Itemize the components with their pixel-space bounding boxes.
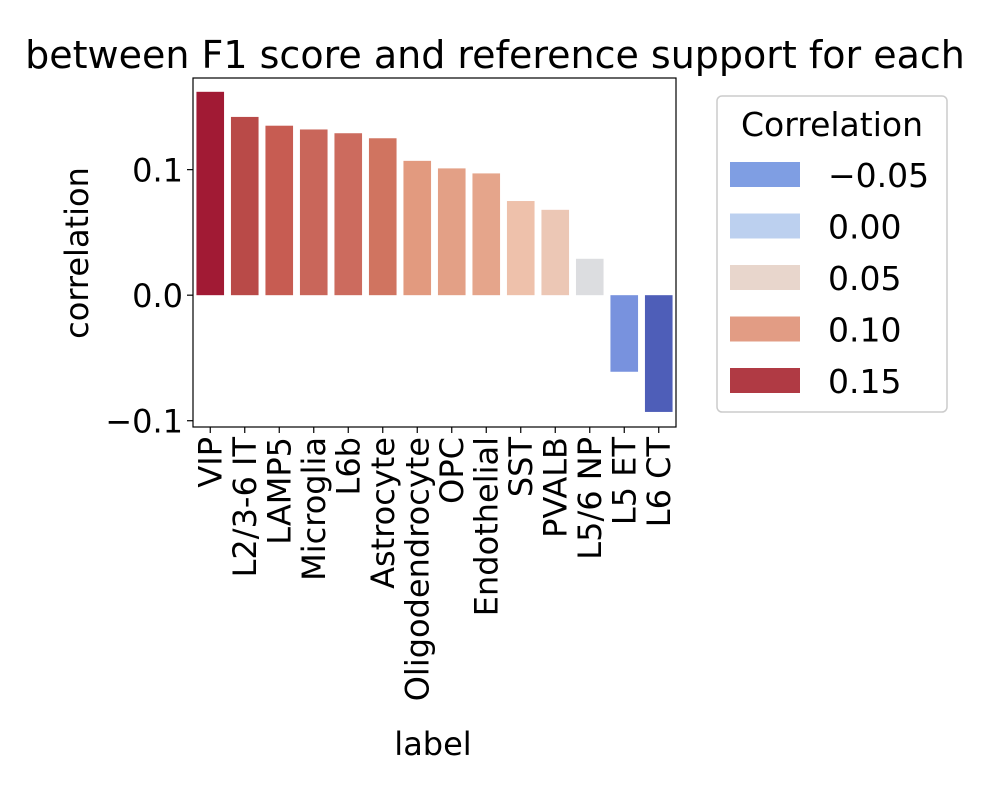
x-tick-label: VIP: [191, 437, 229, 488]
y-tick-label: 0.1: [132, 152, 183, 190]
legend-swatch: [730, 162, 800, 187]
bar-l2-3-6-it: [230, 116, 259, 296]
x-tick-label: L6b: [329, 437, 367, 496]
bar-microglia: [299, 129, 328, 296]
y-axis-label: correlation: [58, 167, 96, 339]
bar-vip: [196, 91, 225, 296]
bar-l6b: [334, 133, 363, 296]
y-tick-label: 0.0: [132, 277, 183, 315]
bar-l5-6-np: [575, 258, 604, 296]
x-tick-label: Astrocyte: [364, 437, 402, 589]
x-tick-label: SST: [502, 437, 540, 498]
x-tick-label: L5/6 NP: [571, 437, 609, 560]
x-tick-label: Oligodendrocyte: [398, 437, 436, 701]
axes-frame: [192, 77, 677, 428]
x-tick-label: L2/3-6 IT: [226, 437, 264, 578]
x-tick-label: PVALB: [536, 437, 574, 538]
x-axis-label: label: [394, 725, 471, 763]
x-tick-label: L5 ET: [605, 437, 643, 526]
chart-title: between F1 score and reference support f…: [25, 33, 965, 77]
bar-sst: [506, 201, 535, 296]
legend-swatch: [730, 316, 800, 342]
bar-oligodendrocyte: [403, 160, 432, 296]
bar-l6-ct: [644, 295, 673, 412]
bar-l5-et: [610, 295, 639, 372]
legend-swatch: [730, 368, 800, 393]
legend-label: 0.05: [828, 259, 901, 298]
legend-title: Correlation: [741, 105, 923, 144]
bar-opc: [437, 168, 466, 296]
legend-label: 0.00: [828, 208, 901, 247]
bar-pvalb: [541, 209, 570, 296]
x-tick-label: OPC: [433, 437, 471, 504]
legend-swatch: [730, 213, 800, 239]
bar-endothelial: [472, 173, 501, 296]
legend-label: −0.05: [828, 156, 929, 195]
legend: Correlation −0.05 0.00 0.05 0.10 0.15: [716, 95, 948, 413]
y-tick-label: −0.1: [105, 403, 183, 441]
legend-swatch: [730, 265, 800, 290]
x-tick-label: Microglia: [295, 437, 333, 581]
x-tick-label: L6 CT: [640, 437, 678, 528]
legend-label: 0.10: [828, 311, 901, 350]
legend-label: 0.15: [828, 362, 901, 401]
x-tick-label: Endothelial: [467, 437, 505, 616]
bar-lamp5: [265, 125, 294, 296]
x-tick-label: LAMP5: [260, 437, 298, 545]
bar-astrocyte: [368, 138, 397, 296]
